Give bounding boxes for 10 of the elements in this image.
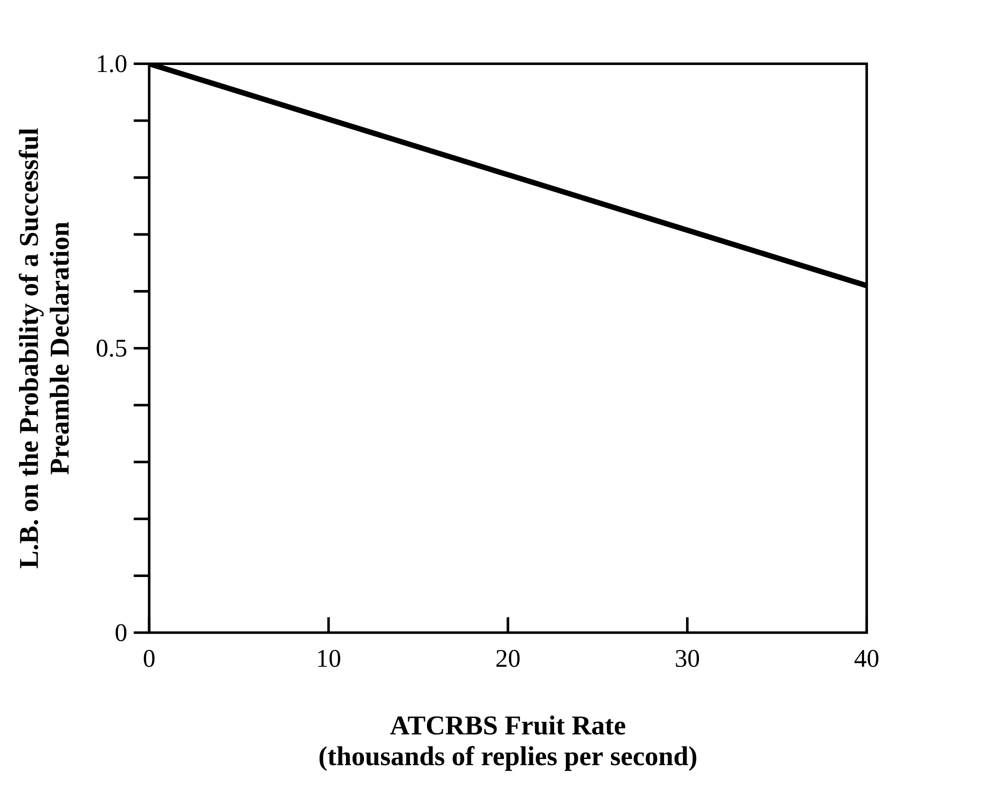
x-axis-title: ATCRBS Fruit Rate (thousands of replies per second) [320, 716, 696, 771]
y-axis-title: L.B. on the Probability of a Successful Preamble Declaration [18, 128, 69, 568]
x-tick-label: 40 [854, 650, 878, 667]
x-tick-label: 0 [144, 650, 155, 667]
x-tick-label: 20 [496, 650, 520, 667]
y-tick-label: 0.5 [96, 340, 126, 357]
y-tick-label: 0 [116, 624, 126, 642]
x-tick-label: 30 [676, 650, 699, 667]
x-tick-label: 10 [318, 650, 340, 667]
y-tick-label: 1.0 [98, 55, 126, 72]
